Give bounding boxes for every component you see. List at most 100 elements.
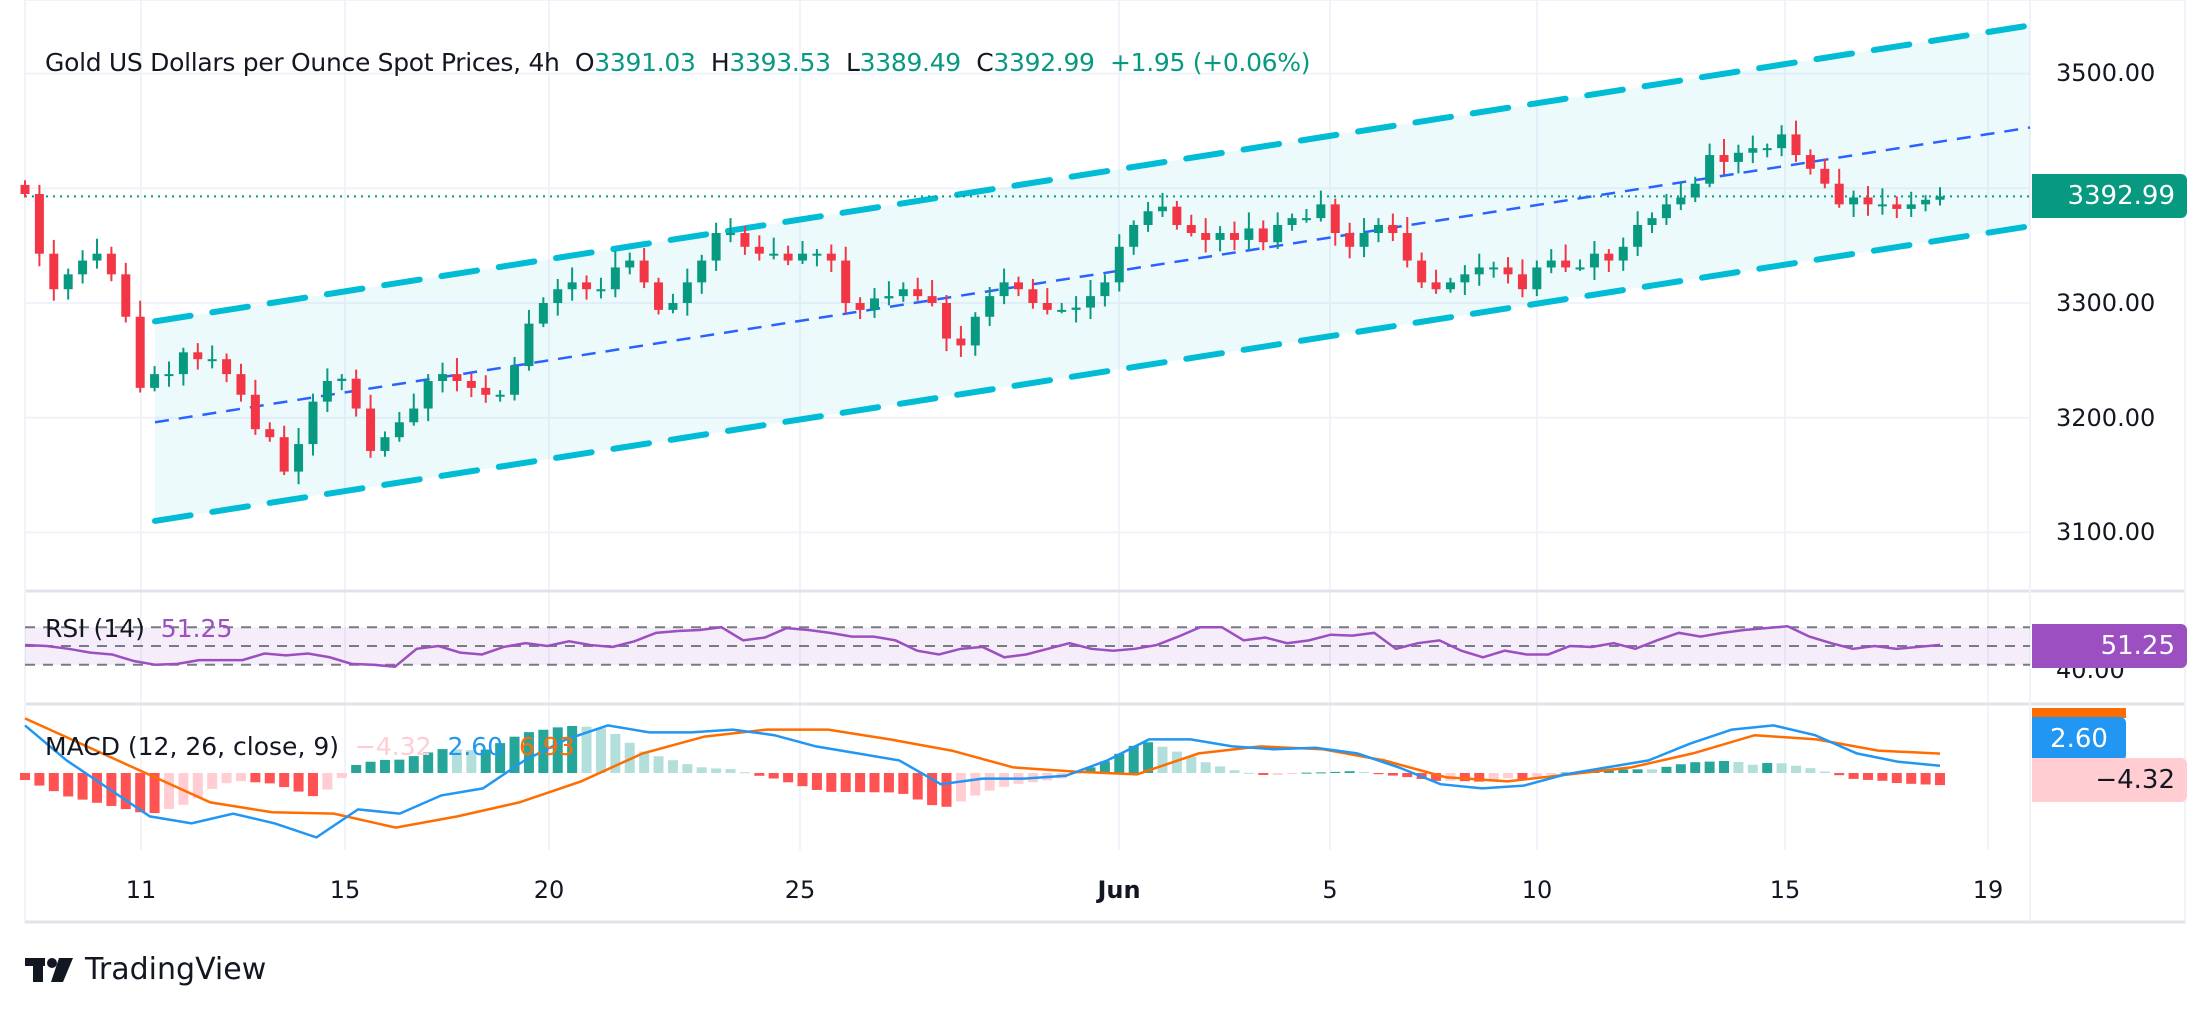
macd-histogram-bar [955, 773, 966, 802]
candle-body [1935, 196, 1945, 200]
macd-histogram-bar [451, 749, 462, 773]
rsi-badge: 51.25 [2032, 624, 2187, 668]
candle-body [1042, 303, 1052, 310]
candle-body [20, 184, 30, 195]
candle-body [1157, 206, 1167, 212]
macd-histogram-bar [1603, 770, 1614, 773]
candle-body [222, 359, 232, 375]
candle-body [970, 316, 980, 346]
macd-histogram-bar [1344, 771, 1355, 773]
macd-histogram-bar [682, 764, 693, 773]
candle-body [1229, 233, 1239, 240]
candle-body [697, 260, 707, 283]
candle-body [1921, 199, 1931, 205]
candle-body [841, 260, 851, 303]
macd-histogram-bar [279, 773, 290, 788]
macd-histogram-bar [192, 773, 203, 799]
macd-histogram-bar [768, 773, 779, 779]
price-tick: 3200.00 [2056, 404, 2156, 432]
macd-histogram-bar [711, 768, 722, 773]
candle-body [294, 444, 304, 472]
candle-body [1474, 267, 1484, 275]
macd-signal-value: 6.93 [519, 732, 575, 761]
candle-body [34, 194, 44, 254]
low-value: 3389.49 [859, 48, 962, 77]
macd-histogram-bar [667, 760, 678, 773]
channel-lower-line [152, 223, 2033, 524]
macd-histogram-bar [797, 773, 808, 787]
candle-body [1417, 260, 1427, 283]
macd-histogram-bar [264, 773, 275, 784]
candle-body [711, 233, 721, 261]
candle-body [942, 303, 952, 339]
rsi-legend: RSI (14) 51.25 [45, 614, 232, 643]
macd-histogram-bar [754, 773, 765, 776]
macd-histogram-bar [1258, 773, 1269, 775]
macd-histogram-bar [1906, 773, 1917, 784]
macd-label: MACD (12, 26, close, 9) [45, 732, 339, 761]
macd-histogram-bar [1359, 771, 1370, 773]
macd-histogram-bar [523, 732, 534, 773]
macd-histogram-bar [783, 773, 794, 783]
candle-body [1618, 246, 1628, 261]
macd-histogram-bar [1819, 771, 1830, 773]
tradingview-logo[interactable]: TradingView [25, 952, 266, 987]
macd-histogram-bar [883, 773, 894, 793]
channel-middle-line [154, 126, 2031, 424]
candle-body [366, 408, 376, 451]
candle-body [927, 296, 937, 303]
macd-histogram-bar [1474, 773, 1485, 782]
candle-body [351, 378, 361, 409]
macd-histogram-bar [207, 773, 218, 789]
candle-body [1186, 225, 1196, 234]
macd-histogram-bar [495, 743, 506, 773]
macd-histogram-bar [1085, 767, 1096, 773]
macd-histogram-bar [811, 773, 822, 790]
macd-histogram-bar [250, 773, 261, 783]
time-tick: Jun [1097, 876, 1141, 904]
macd-histogram-bar [1920, 773, 1931, 785]
macd-histogram-bar [1747, 764, 1758, 773]
rsi-pane [24, 624, 2030, 668]
candle-body [870, 298, 880, 310]
macd-histogram-bar [1733, 761, 1744, 773]
candle-body [452, 374, 462, 381]
candle-body [783, 253, 793, 261]
candle-body [92, 253, 102, 261]
candle-body [1719, 155, 1729, 162]
candle-body [898, 289, 908, 297]
candle-body [1661, 204, 1671, 219]
macd-histogram-bar [77, 773, 88, 800]
candle-body [1258, 228, 1268, 243]
candle-body [1028, 289, 1038, 303]
candle-body [1316, 204, 1326, 219]
candle-body [1575, 267, 1585, 270]
candle-body [1114, 246, 1124, 283]
macd-histogram-bar [423, 752, 434, 773]
candle-body [481, 387, 491, 395]
macd-histogram-bar [1099, 761, 1110, 773]
candle-body [654, 282, 664, 310]
candle-body [855, 303, 865, 310]
macd-histogram-bar [1330, 771, 1341, 773]
candle-body [1445, 282, 1455, 290]
macd-histogram-bar [941, 773, 952, 807]
change-value: +1.95 (+0.06%) [1109, 48, 1311, 77]
candle-body [1561, 260, 1571, 268]
candle-body [798, 253, 808, 261]
candle-body [1892, 204, 1902, 209]
candle-body [207, 359, 217, 362]
macd-histogram-bar [322, 773, 333, 790]
candle-body [1085, 296, 1095, 308]
candle-body [1330, 204, 1340, 234]
macd-histogram-bar [1114, 753, 1125, 773]
candle-body [1402, 233, 1412, 261]
candle-body [510, 366, 520, 395]
macd-histogram-bar [379, 759, 390, 773]
regression-channel [152, 22, 2033, 524]
rsi-band [25, 627, 2030, 665]
price-tick: 3300.00 [2056, 289, 2156, 317]
candle-body [1877, 204, 1887, 207]
macd-histogram-bar [1618, 769, 1629, 773]
